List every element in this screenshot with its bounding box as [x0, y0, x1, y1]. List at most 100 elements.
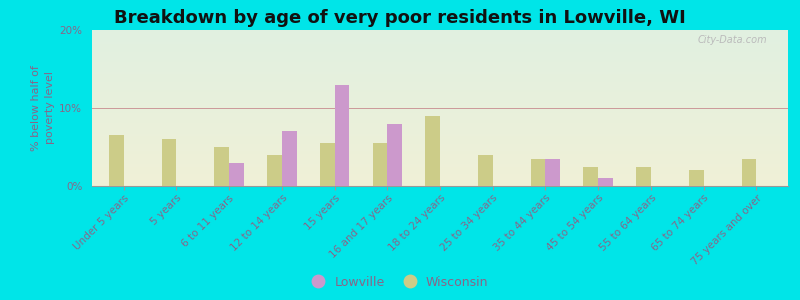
Bar	[426, 116, 440, 186]
Bar	[92, 49, 788, 50]
Bar	[92, 101, 788, 102]
Bar	[92, 141, 788, 142]
Bar	[92, 83, 788, 84]
Bar	[92, 57, 788, 58]
Bar	[92, 60, 788, 61]
Bar	[92, 82, 788, 83]
Bar	[92, 173, 788, 174]
Bar	[92, 111, 788, 112]
Bar	[92, 140, 788, 141]
Bar	[92, 75, 788, 76]
Y-axis label: % below half of
poverty level: % below half of poverty level	[31, 65, 55, 151]
Bar	[742, 159, 756, 186]
Bar	[92, 62, 788, 63]
Bar	[229, 163, 244, 186]
Bar	[92, 87, 788, 88]
Bar	[92, 73, 788, 74]
Bar	[92, 180, 788, 181]
Bar	[92, 47, 788, 48]
Bar	[92, 152, 788, 153]
Bar	[92, 150, 788, 151]
Bar	[214, 147, 229, 186]
Bar	[92, 31, 788, 32]
Bar	[546, 159, 560, 186]
Bar	[92, 184, 788, 185]
Bar	[92, 163, 788, 164]
Bar	[92, 85, 788, 86]
Bar	[92, 77, 788, 78]
Bar	[92, 55, 788, 56]
Bar	[92, 67, 788, 68]
Bar	[92, 63, 788, 64]
Bar	[92, 76, 788, 77]
Bar	[92, 153, 788, 154]
Bar	[92, 59, 788, 60]
Bar	[92, 127, 788, 128]
Legend: Lowville, Wisconsin: Lowville, Wisconsin	[306, 271, 494, 294]
Bar	[92, 167, 788, 168]
Bar	[92, 166, 788, 167]
Bar	[92, 69, 788, 70]
Bar	[92, 112, 788, 113]
Bar	[92, 143, 788, 144]
Bar	[92, 34, 788, 35]
Bar	[162, 139, 176, 186]
Bar	[92, 32, 788, 33]
Bar	[92, 33, 788, 34]
Bar	[92, 148, 788, 149]
Bar	[92, 65, 788, 66]
Bar	[92, 124, 788, 125]
Bar	[92, 151, 788, 152]
Bar	[92, 130, 788, 131]
Bar	[387, 124, 402, 186]
Bar	[92, 90, 788, 91]
Bar	[92, 123, 788, 124]
Bar	[92, 134, 788, 135]
Bar	[92, 133, 788, 134]
Bar	[92, 170, 788, 171]
Bar	[92, 154, 788, 155]
Bar	[92, 117, 788, 118]
Bar	[92, 137, 788, 138]
Bar	[92, 156, 788, 157]
Bar	[334, 85, 350, 186]
Bar	[92, 56, 788, 57]
Bar	[92, 119, 788, 120]
Bar	[92, 64, 788, 65]
Bar	[92, 46, 788, 47]
Bar	[636, 167, 651, 186]
Bar	[92, 146, 788, 147]
Bar	[373, 143, 387, 186]
Bar	[92, 43, 788, 44]
Bar	[92, 157, 788, 158]
Bar	[92, 93, 788, 94]
Bar	[92, 125, 788, 126]
Bar	[282, 131, 297, 186]
Bar	[92, 51, 788, 52]
Bar	[92, 132, 788, 133]
Bar	[92, 105, 788, 106]
Bar	[92, 61, 788, 62]
Bar	[92, 38, 788, 39]
Bar	[92, 54, 788, 55]
Bar	[598, 178, 613, 186]
Bar	[92, 176, 788, 177]
Bar	[92, 142, 788, 143]
Bar	[92, 36, 788, 37]
Bar	[92, 58, 788, 59]
Bar	[92, 102, 788, 103]
Bar	[92, 94, 788, 95]
Bar	[92, 155, 788, 156]
Bar	[320, 143, 334, 186]
Bar	[92, 178, 788, 179]
Bar	[92, 182, 788, 183]
Bar	[92, 44, 788, 45]
Bar	[92, 97, 788, 98]
Bar	[92, 161, 788, 162]
Bar	[92, 37, 788, 38]
Bar	[92, 115, 788, 116]
Bar	[92, 99, 788, 100]
Bar	[92, 39, 788, 40]
Bar	[92, 100, 788, 101]
Bar	[92, 131, 788, 132]
